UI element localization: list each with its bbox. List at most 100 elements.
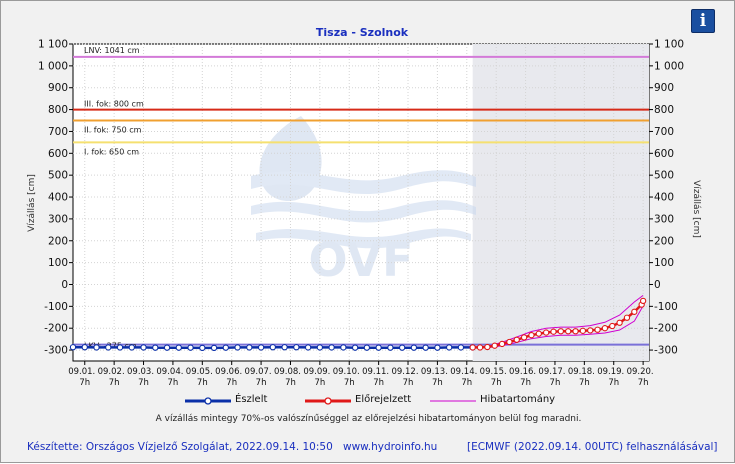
footer-website-link[interactable]: www.hydroinfo.hu (343, 441, 438, 453)
observed-point (304, 344, 312, 351)
x-tick-label-date: 09.06. (215, 367, 242, 377)
observed-point (163, 344, 171, 351)
x-tick-label-date: 09.13. (421, 367, 448, 377)
x-tick-label-hour: 7h (344, 378, 355, 388)
grid (73, 43, 649, 361)
reference-line-label: LNV: 1041 cm (84, 46, 140, 55)
x-tick-label-hour: 7h (314, 378, 325, 388)
legend-error-band-label: Hibatartomány (480, 394, 556, 405)
x-tick-label-date: 09.20. (627, 367, 654, 377)
y-tick-label-right: 900 (654, 82, 674, 94)
forecast-point (557, 328, 564, 335)
footer-credit: Készítette: Országos Vízjelző Szolgálat,… (27, 441, 333, 453)
forecast-point (565, 328, 572, 335)
observed-point (187, 344, 194, 351)
x-tick-label-hour: 7h (579, 378, 590, 388)
x-tick-label-date: 09.19. (597, 367, 624, 377)
x-tick-label-date: 09.04. (156, 367, 183, 377)
forecast-point (542, 329, 550, 336)
y-tick-label-right: -300 (654, 345, 678, 357)
y-tick-label-right: 400 (654, 192, 674, 204)
observed-point (140, 344, 147, 351)
forecast-point (506, 338, 513, 346)
y-tick-label-left: 200 (48, 235, 68, 247)
observed-point (246, 344, 253, 351)
forecast-point (616, 319, 623, 326)
y-tick-label-right: 1 100 (654, 39, 684, 51)
x-tick-label-date: 09.07. (245, 367, 272, 377)
forecast-point (594, 326, 601, 333)
x-tick-label-hour: 7h (168, 378, 179, 388)
observed-point (422, 344, 429, 351)
x-tick-label-date: 09.11. (362, 367, 389, 377)
observed-point (316, 344, 324, 351)
probability-note: A vízállás mintegy 70%-os valószínűségge… (155, 414, 582, 424)
x-tick-label-date: 09.02. (98, 367, 125, 377)
forecast-point (579, 327, 587, 334)
y-tick-label-left: 1 000 (38, 60, 68, 72)
x-tick-label-date: 09.17. (538, 367, 565, 377)
x-tick-label-hour: 7h (461, 378, 472, 388)
observed-point (222, 344, 229, 351)
y-tick-label-left: 0 (61, 279, 68, 291)
x-tick-label-hour: 7h (638, 378, 649, 388)
y-tick-label-left: -200 (44, 323, 68, 335)
forecast-point (535, 330, 542, 337)
observed-point (281, 344, 288, 351)
legend: Észlelt Előrejelzett Hibatartomány (183, 394, 556, 408)
observed-point (152, 344, 159, 351)
x-axis: 09.01.7h09.02.7h09.03.7h09.04.7h09.05.7h… (68, 361, 654, 388)
reference-line-label: II. fok: 750 cm (84, 126, 142, 135)
forecast-point (623, 314, 631, 321)
reference-line-label: III. fok: 800 cm (84, 100, 144, 109)
x-tick-label-hour: 7h (138, 378, 149, 388)
forecast-point (469, 344, 476, 351)
forecast-point (601, 325, 609, 332)
y-tick-label-left: 600 (48, 148, 68, 160)
forecast-point (520, 334, 528, 341)
x-tick-label-hour: 7h (79, 378, 90, 388)
y-tick-label-right: 200 (654, 235, 674, 247)
observed-point (351, 344, 359, 351)
observed-point (457, 344, 465, 351)
observed-point (363, 344, 371, 351)
y-tick-label-left: 900 (48, 82, 68, 94)
observed-point (81, 344, 88, 351)
y-tick-label-left: 800 (48, 104, 68, 116)
forecast-point (572, 328, 579, 335)
forecast-point (550, 328, 557, 335)
observed-point (269, 344, 276, 351)
series (69, 294, 647, 352)
observed-point (116, 344, 124, 351)
x-tick-label-hour: 7h (109, 378, 120, 388)
forecast-point (491, 342, 498, 349)
observed-point (199, 344, 206, 352)
legend-forecast-label: Előrejelzett (355, 394, 412, 405)
forecast-point (631, 308, 638, 315)
y-tick-label-left: -300 (44, 345, 68, 357)
forecast-point (484, 343, 491, 351)
observed-point (210, 344, 218, 352)
reference-line-label: I. fok: 650 cm (84, 147, 139, 156)
info-button[interactable]: i (691, 9, 715, 33)
x-tick-label-date: 09.08. (274, 367, 301, 377)
observed-point (175, 344, 182, 351)
x-tick-label-date: 09.16. (509, 367, 536, 377)
forecast-point (498, 340, 506, 348)
y-tick-label-left: 1 100 (38, 39, 68, 51)
forecast-point (609, 322, 616, 330)
y-tick-label-left: 100 (48, 257, 68, 269)
y-tick-label-right: 500 (654, 170, 674, 182)
y-axis-label-right: Vízállás [cm] (691, 180, 701, 238)
x-tick-label-hour: 7h (432, 378, 443, 388)
x-tick-label-date: 09.05. (186, 367, 213, 377)
x-tick-label-hour: 7h (256, 378, 267, 388)
forecast-point (587, 327, 594, 334)
legend-observed-swatch (185, 397, 231, 405)
observed-point (105, 344, 112, 351)
observed-point (93, 344, 100, 351)
y-tick-label-right: 600 (654, 148, 674, 160)
x-tick-label-hour: 7h (403, 378, 414, 388)
